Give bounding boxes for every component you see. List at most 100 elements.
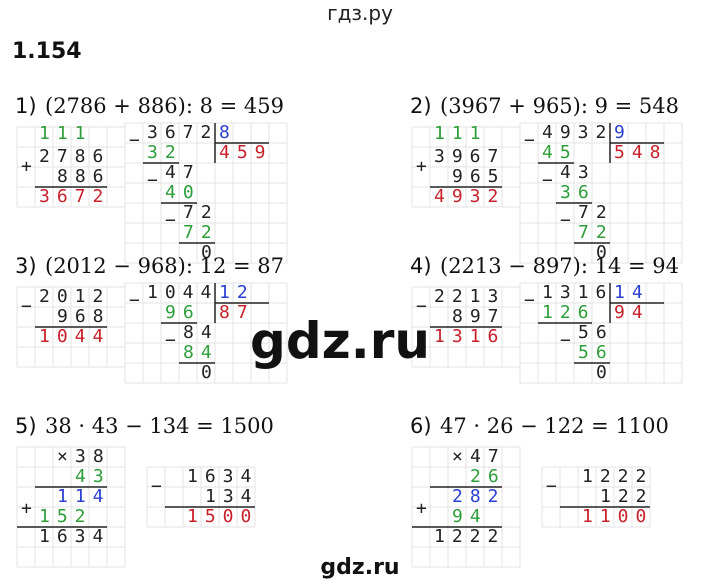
quotient: 94 (614, 302, 650, 323)
operand: 886 (57, 166, 111, 187)
factor: 38 (75, 446, 111, 467)
subtrahend: 96 (165, 302, 201, 323)
remainder: 84 (183, 322, 219, 343)
subtrahend: 72 (183, 222, 219, 243)
partial: 282 (452, 486, 506, 507)
remainder: 0 (596, 362, 614, 383)
sign: − (546, 476, 564, 497)
quotient: 548 (614, 142, 668, 163)
remainder: 0 (201, 362, 219, 383)
subtrahend: 126 (542, 302, 596, 323)
operand: 2213 (434, 286, 505, 307)
operand: 3967 (434, 146, 505, 167)
operand: 2786 (39, 146, 110, 167)
expression: (2786 + 886): 8 = 459 (45, 94, 284, 118)
sign: − (21, 296, 39, 317)
subtrahend: 36 (560, 182, 596, 203)
remainder: 0 (596, 242, 614, 263)
sign: − (524, 290, 542, 311)
operand: 965 (452, 166, 506, 187)
result: 1500 (187, 506, 258, 527)
operand: 2012 (39, 286, 110, 307)
sign: − (165, 330, 183, 351)
result: 4932 (434, 186, 505, 207)
remainder: 56 (578, 322, 614, 343)
sign: − (129, 290, 147, 311)
divisor: 14 (614, 282, 650, 303)
sign: + (21, 156, 39, 177)
problem-label: 3) (15, 254, 37, 278)
result: 1044 (39, 326, 110, 347)
sign: + (21, 498, 39, 519)
problem-label: 2) (410, 94, 432, 118)
site-title: гдз.ру (327, 1, 393, 25)
result: 1222 (434, 526, 505, 547)
remainder: 72 (578, 202, 614, 223)
quotient: 87 (219, 302, 255, 323)
problem-label: 6) (410, 414, 432, 438)
sign: − (129, 130, 147, 151)
partial: 152 (39, 506, 93, 527)
sign: − (560, 330, 578, 351)
sign: − (560, 210, 578, 231)
subtrahend: 40 (165, 182, 201, 203)
subtrahend: 72 (578, 222, 614, 243)
partial: 114 (57, 486, 111, 507)
partial: 94 (452, 506, 488, 527)
sign: − (524, 130, 542, 151)
result: 1100 (582, 506, 653, 527)
sign: × (452, 446, 470, 467)
expression: (2012 − 968): 12 = 87 (45, 254, 284, 278)
result: 1316 (434, 326, 505, 347)
quotient: 459 (219, 142, 273, 163)
problem-label: 4) (410, 254, 432, 278)
subtrahend: 122 (600, 486, 654, 507)
operand: 897 (452, 306, 506, 327)
result: 1634 (39, 526, 110, 547)
subtrahend: 45 (542, 142, 578, 163)
expression: (2213 − 897): 14 = 94 (440, 254, 679, 278)
remainder: 72 (183, 202, 219, 223)
sign: − (542, 170, 560, 191)
dividend: 3672 (147, 122, 218, 143)
minuend: 1634 (187, 466, 258, 487)
remainder: 0 (201, 242, 219, 263)
sign: × (57, 446, 75, 467)
problem-label: 1) (15, 94, 37, 118)
sign: + (416, 498, 434, 519)
sign: − (147, 170, 165, 191)
divisor: 9 (614, 122, 632, 143)
problem-label: 5) (15, 414, 37, 438)
remainder: 47 (165, 162, 201, 183)
sign: − (151, 476, 169, 497)
minuend: 1222 (582, 466, 653, 487)
expression: 38 · 43 − 134 = 1500 (45, 414, 274, 438)
factor: 43 (75, 466, 111, 487)
sign: − (165, 210, 183, 231)
factor: 47 (470, 446, 506, 467)
divisor: 12 (219, 282, 255, 303)
watermark: gdz.ru (250, 312, 430, 370)
expression: (3967 + 965): 9 = 548 (440, 94, 679, 118)
result: 3672 (39, 186, 110, 207)
dividend: 1044 (147, 282, 218, 303)
footer: gdz.ru (320, 555, 399, 580)
divisor: 8 (219, 122, 237, 143)
sign: − (416, 296, 434, 317)
factor: 26 (470, 466, 506, 487)
carry-marks: 111 (39, 123, 93, 144)
exercise-number: 1.154 (12, 39, 82, 64)
remainder: 43 (560, 162, 596, 183)
sign: + (416, 156, 434, 177)
subtrahend: 56 (578, 342, 614, 363)
carry-marks: 111 (434, 123, 488, 144)
operand: 968 (57, 306, 111, 327)
subtrahend: 134 (205, 486, 259, 507)
expression: 47 · 26 − 122 = 1100 (440, 414, 669, 438)
dividend: 4932 (542, 122, 613, 143)
subtrahend: 32 (147, 142, 183, 163)
dividend: 1316 (542, 282, 613, 303)
subtrahend: 84 (183, 342, 219, 363)
